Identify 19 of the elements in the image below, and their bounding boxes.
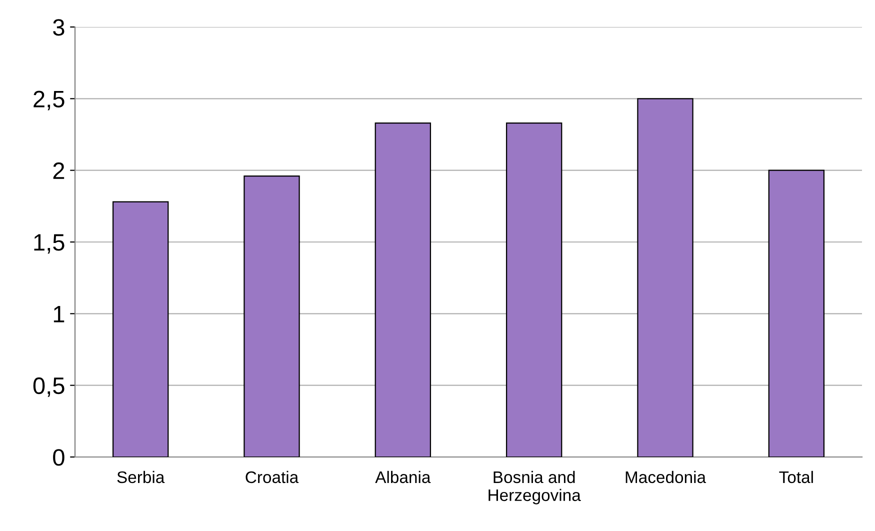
y-tick-label: 0,5	[33, 377, 64, 397]
y-tick-label: 3	[53, 19, 64, 36]
y-tick-label: 1,5	[34, 234, 64, 254]
y-tick-label: 0	[53, 449, 64, 466]
bar	[244, 176, 300, 457]
x-tick-label: Serbia	[117, 470, 165, 484]
bar	[506, 122, 562, 457]
x-tick-label: Croatia	[246, 470, 299, 484]
y-tick-label: 1	[54, 306, 64, 322]
x-tick-label: Total	[779, 470, 813, 484]
bar	[637, 98, 694, 457]
y-tick-label: 2,5	[34, 90, 64, 110]
x-tick-label: Albania	[375, 470, 431, 484]
bar	[374, 122, 432, 457]
x-tick-label: Bosnia and Herzegovina	[488, 470, 581, 504]
x-tick-label: Macedonia	[626, 470, 706, 484]
bar	[112, 201, 169, 457]
y-tick-label: 2	[53, 162, 64, 179]
bar	[768, 170, 825, 457]
